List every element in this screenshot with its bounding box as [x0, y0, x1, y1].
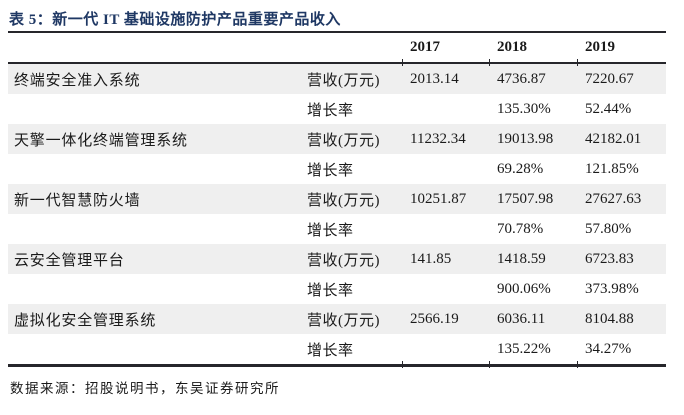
metric-label: 营收(万元): [307, 312, 380, 329]
table-row-revenue: 天擎一体化终端管理系统 营收(万元) 11232.34 19013.98 421…: [8, 124, 666, 154]
column-divider-tick: [577, 361, 578, 368]
column-divider-tick: [577, 59, 578, 66]
value-cell: 7220.67: [585, 70, 634, 87]
table-row-growth: 增长率 900.06% 373.98%: [8, 274, 666, 304]
value-cell: 141.85: [410, 250, 452, 267]
header-rule: [8, 59, 666, 66]
value-cell: 4736.87: [497, 70, 546, 87]
column-divider-tick: [402, 361, 403, 368]
value-cell: 42182.01: [585, 130, 642, 147]
metric-label: 增长率: [307, 102, 354, 119]
metric-label: 营收(万元): [307, 72, 380, 89]
metric-label: 增长率: [307, 342, 354, 359]
value-cell: 17507.98: [497, 190, 554, 207]
value-cell: 373.98%: [585, 280, 639, 297]
value-cell: 2566.19: [410, 310, 459, 327]
metric-label: 增长率: [307, 282, 354, 299]
value-cell: 10251.87: [410, 190, 467, 207]
title-rule: [8, 31, 666, 33]
value-cell: 70.78%: [497, 220, 544, 237]
bottom-rule: [8, 361, 666, 368]
product-name: 云安全管理平台: [14, 252, 125, 269]
value-cell: 135.22%: [497, 340, 551, 357]
value-cell: 6723.83: [585, 250, 634, 267]
value-cell: 1418.59: [497, 250, 546, 267]
product-name: 终端安全准入系统: [14, 72, 141, 89]
value-cell: 121.85%: [585, 160, 639, 177]
value-cell: 19013.98: [497, 130, 554, 147]
table-row-revenue: 终端安全准入系统 营收(万元) 2013.14 4736.87 7220.67: [8, 64, 666, 94]
table-header-row: 2017 2018 2019: [8, 33, 666, 62]
table-row-growth: 增长率 135.30% 52.44%: [8, 94, 666, 124]
value-cell: 8104.88: [585, 310, 634, 327]
table-row-growth: 增长率 69.28% 121.85%: [8, 154, 666, 184]
data-source-note: 数据来源：招股说明书，东吴证券研究所: [10, 381, 280, 396]
value-cell: 52.44%: [585, 100, 632, 117]
column-divider-tick: [489, 59, 490, 66]
product-name: 新一代智慧防火墙: [14, 192, 141, 209]
year-header: 2019: [585, 39, 615, 55]
value-cell: 2013.14: [410, 70, 459, 87]
metric-label: 增长率: [307, 222, 354, 239]
table-row-revenue: 新一代智慧防火墙 营收(万元) 10251.87 17507.98 27627.…: [8, 184, 666, 214]
metric-label: 增长率: [307, 162, 354, 179]
product-name: 天擎一体化终端管理系统: [14, 132, 188, 149]
metric-label: 营收(万元): [307, 192, 380, 209]
table-row-revenue: 云安全管理平台 营收(万元) 141.85 1418.59 6723.83: [8, 244, 666, 274]
column-divider-tick: [489, 361, 490, 368]
metric-label: 营收(万元): [307, 252, 380, 269]
value-cell: 34.27%: [585, 340, 632, 357]
value-cell: 57.80%: [585, 220, 632, 237]
table-row-growth: 增长率 135.22% 34.27%: [8, 334, 666, 364]
value-cell: 11232.34: [410, 130, 466, 147]
table-row-revenue: 虚拟化安全管理系统 营收(万元) 2566.19 6036.11 8104.88: [8, 304, 666, 334]
data-table: 2017 2018 2019 终端安全准入系统 营收(万元) 2013.14 4…: [8, 31, 666, 368]
page-title: 表 5：新一代 IT 基础设施防护产品重要产品收入: [9, 12, 341, 28]
year-header: 2018: [497, 39, 527, 55]
value-cell: 6036.11: [497, 310, 546, 327]
value-cell: 69.28%: [497, 160, 544, 177]
product-name: 虚拟化安全管理系统: [14, 312, 157, 329]
value-cell: 900.06%: [497, 280, 551, 297]
table-row-growth: 增长率 70.78% 57.80%: [8, 214, 666, 244]
column-divider-tick: [402, 59, 403, 66]
value-cell: 27627.63: [585, 190, 642, 207]
year-header: 2017: [410, 39, 440, 55]
metric-label: 营收(万元): [307, 132, 380, 149]
value-cell: 135.30%: [497, 100, 551, 117]
